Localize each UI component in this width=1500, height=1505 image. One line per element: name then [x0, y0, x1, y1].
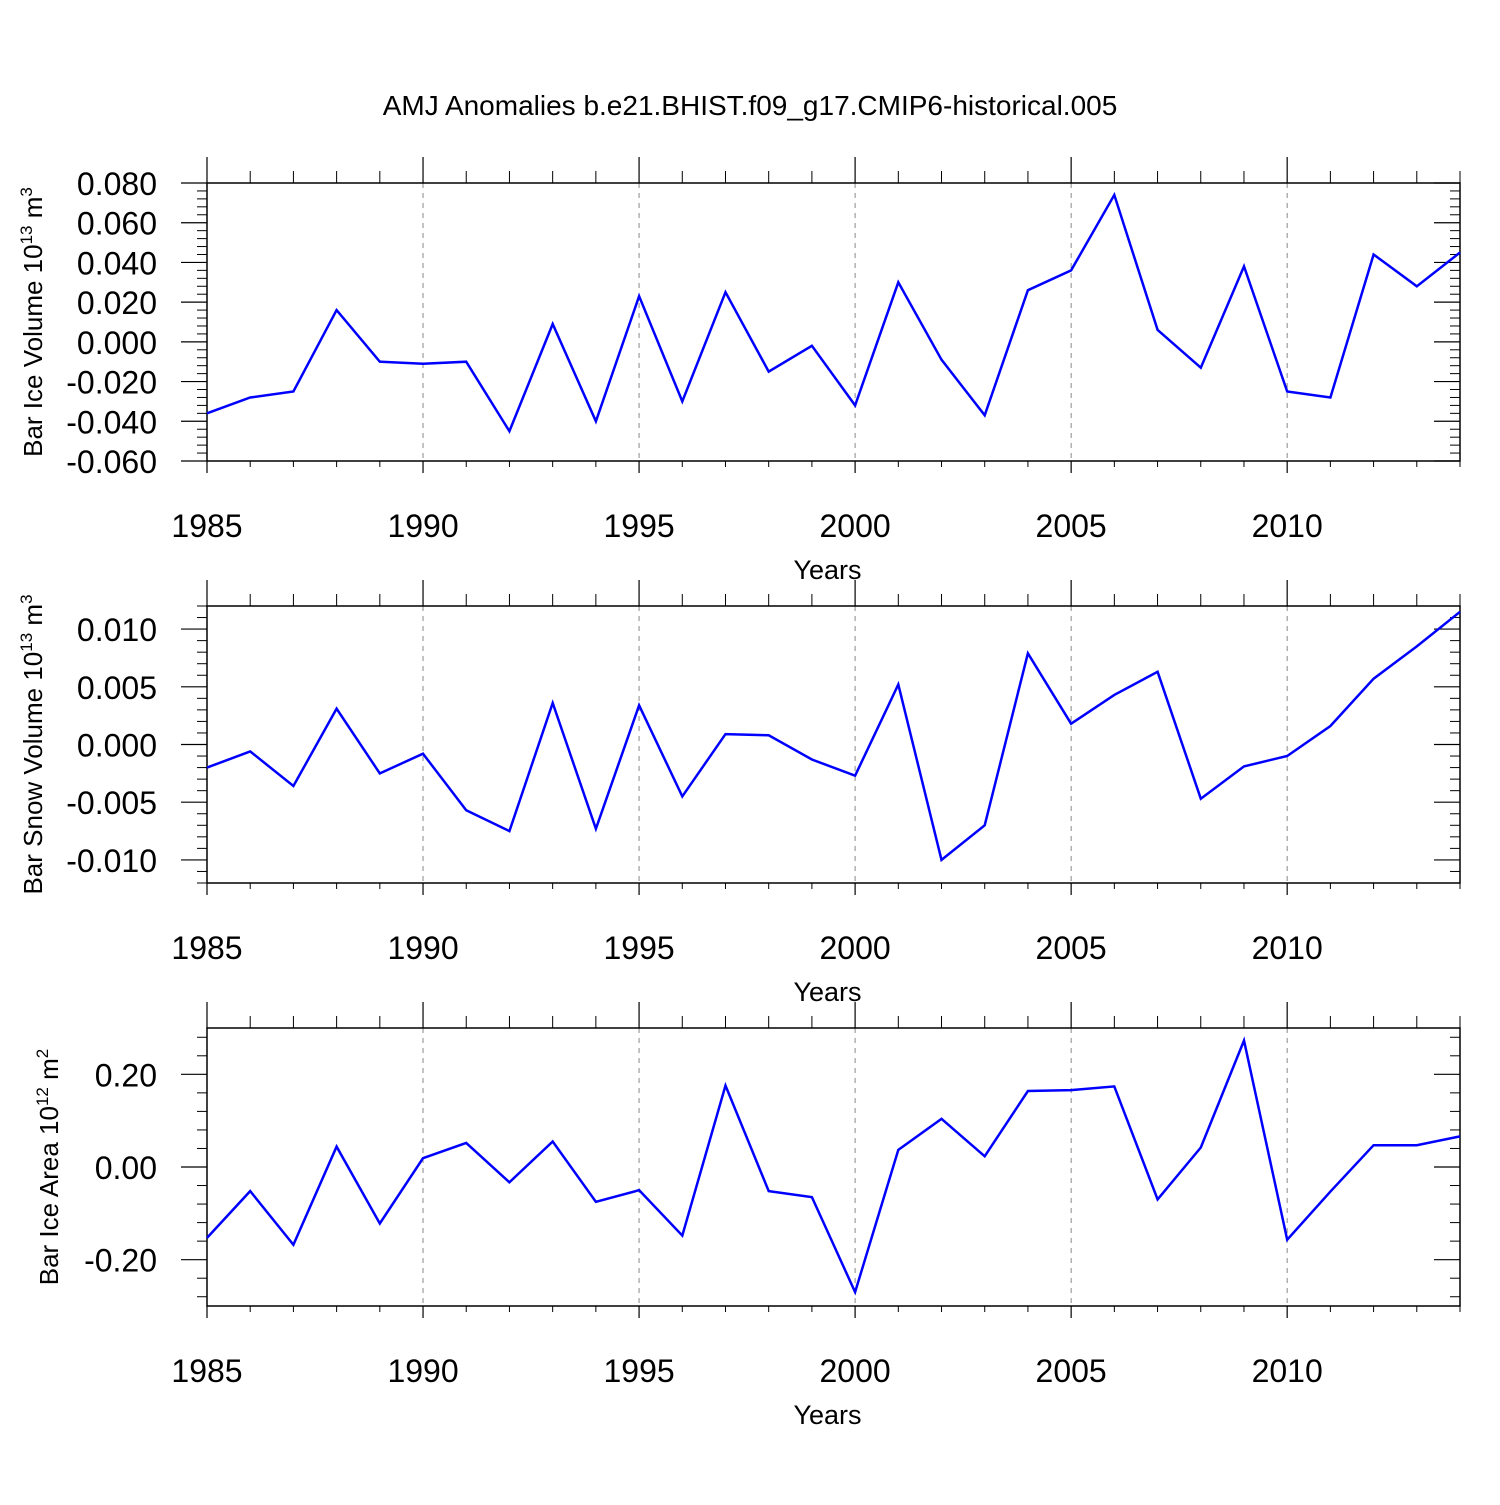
series-line [206, 1036, 1461, 1296]
y-tick-label: 0.010 [77, 612, 157, 648]
y-axis-label: Bar Snow Volume 1013 m3 [17, 594, 48, 894]
x-tick-label: 1985 [171, 508, 242, 544]
y-tick-label: 0.060 [77, 206, 157, 242]
x-tick-label: 1990 [387, 930, 458, 966]
y-axis-label-exponent: 13 [17, 225, 36, 244]
y-tick-label: -0.005 [66, 785, 157, 821]
plot-frame [206, 1027, 1461, 1307]
y-tick-label: 0.020 [77, 285, 157, 321]
x-tick-label: 1995 [603, 508, 674, 544]
y-tick-label: 0.000 [77, 325, 157, 361]
x-axis-label: Years [793, 977, 861, 1007]
x-axis-label: Years [793, 555, 861, 585]
y-axis-label-exponent: 12 [33, 1087, 52, 1106]
y-axis-label-main: Bar Ice Volume 10 [18, 244, 48, 456]
x-tick-label: 2005 [1036, 1353, 1107, 1389]
y-tick-label: -0.020 [66, 365, 157, 401]
x-tick-label: 1990 [387, 1353, 458, 1389]
series-line [206, 191, 1461, 434]
y-axis-label: Bar Ice Volume 1013 m3 [17, 187, 48, 457]
y-tick-label: -0.20 [84, 1243, 157, 1279]
x-tick-label: 2005 [1036, 930, 1107, 966]
y-axis-label-unit-exponent: 3 [17, 594, 36, 603]
y-axis-label-exponent: 13 [17, 633, 36, 652]
x-tick-label: 2010 [1252, 930, 1323, 966]
x-tick-label: 2010 [1252, 1353, 1323, 1389]
y-tick-label: 0.005 [77, 670, 157, 706]
x-tick-label: 1985 [171, 1353, 242, 1389]
y-axis-label-main: Bar Ice Area 10 [34, 1106, 64, 1285]
x-tick-label: 2005 [1036, 508, 1107, 544]
series-line [206, 610, 1461, 863]
y-axis-label-main: Bar Snow Volume 10 [18, 652, 48, 895]
x-tick-label: 1995 [603, 1353, 674, 1389]
y-axis-label-unit: m [18, 197, 48, 226]
y-tick-label: 0.040 [77, 245, 157, 281]
chart-panel-2: -0.010 -0.005 0.000 0.005 0.010 1985 1990 1995 2… [17, 580, 1461, 1007]
y-tick-label: 0.080 [77, 166, 157, 202]
x-tick-label: 2000 [820, 508, 891, 544]
x-tick-label: 1995 [603, 930, 674, 966]
y-tick-label: 0.00 [95, 1150, 157, 1186]
y-axis-label: Bar Ice Area 1012 m2 [33, 1049, 64, 1286]
x-tick-label: 1990 [387, 508, 458, 544]
y-tick-label: -0.010 [66, 843, 157, 879]
y-axis-label-unit: m [34, 1058, 64, 1087]
y-tick-label: -0.060 [66, 444, 157, 480]
chart-panel-3: -0.20 0.00 0.20 1985 1990 1995 2000 2005 2010 Yea… [33, 1002, 1461, 1430]
x-tick-label: 1985 [171, 930, 242, 966]
y-tick-label: 0.000 [77, 728, 157, 764]
y-axis-label-unit-exponent: 3 [17, 187, 36, 196]
y-axis-label-unit-exponent: 2 [33, 1049, 52, 1058]
y-tick-label: 0.20 [95, 1057, 157, 1093]
plot-frame [206, 605, 1461, 884]
y-axis-label-unit: m [18, 604, 48, 633]
x-tick-label: 2000 [820, 1353, 891, 1389]
y-tick-label: -0.040 [66, 404, 157, 440]
plot-frame [206, 182, 1461, 462]
main-title: AMJ Anomalies b.e21.BHIST.f09_g17.CMIP6-… [382, 90, 1118, 121]
x-tick-label: 2010 [1252, 508, 1323, 544]
x-axis-label: Years [793, 1400, 861, 1430]
x-tick-label: 2000 [820, 930, 891, 966]
